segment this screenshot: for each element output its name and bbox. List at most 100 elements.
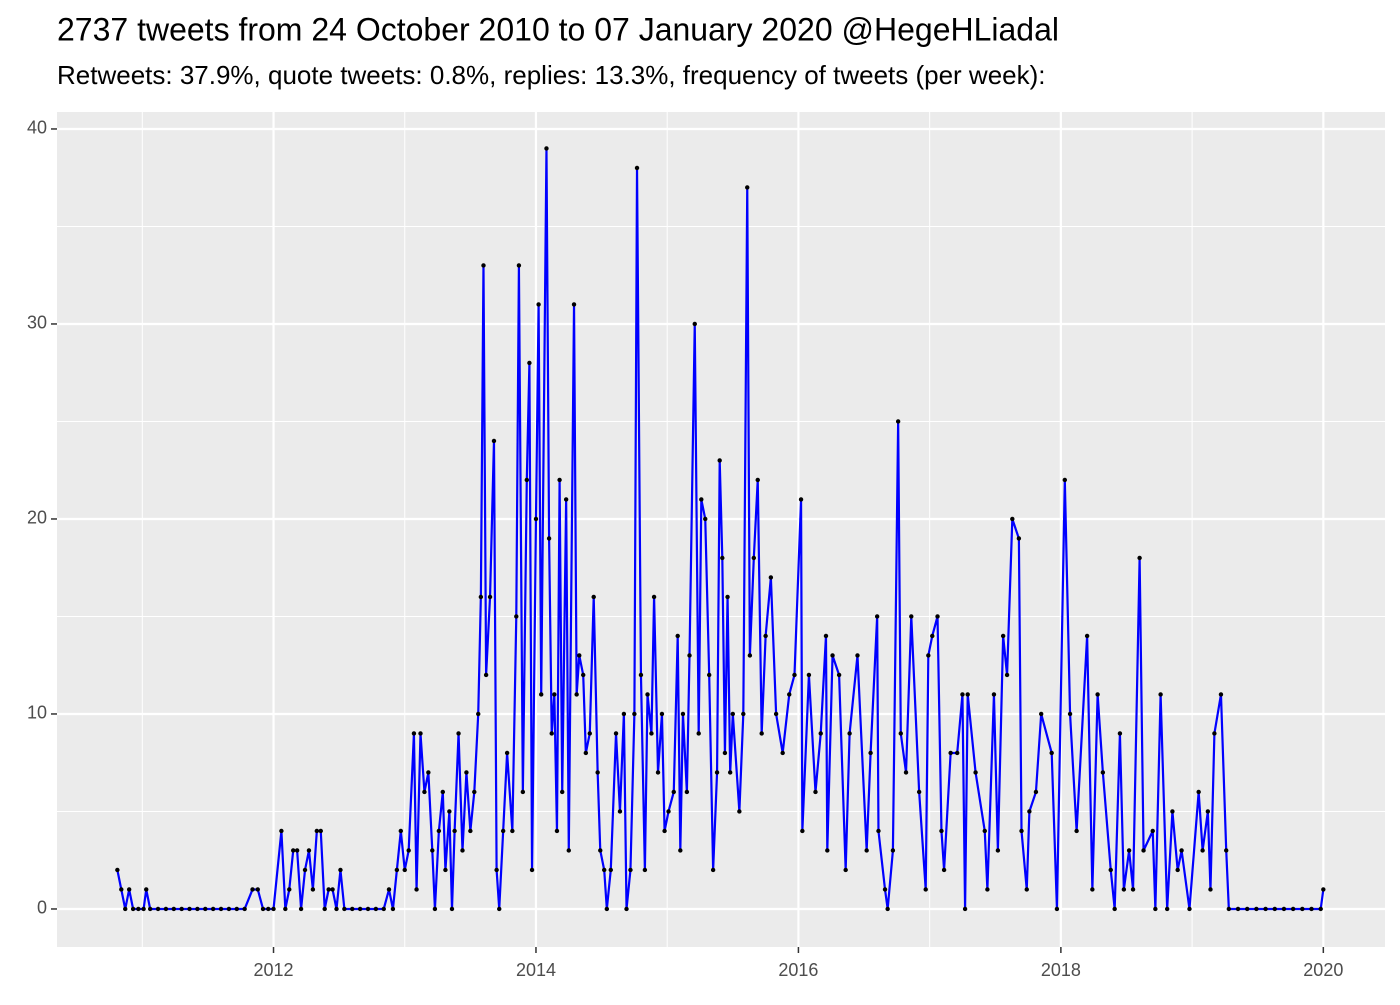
- point: [338, 867, 343, 873]
- point: [1121, 887, 1127, 892]
- point: [671, 789, 676, 795]
- point: [703, 516, 708, 522]
- point: [1016, 536, 1022, 541]
- point: [491, 438, 497, 444]
- point: [1263, 906, 1268, 912]
- point: [271, 906, 276, 912]
- point: [995, 848, 1001, 853]
- point: [847, 731, 852, 736]
- point: [634, 165, 640, 171]
- point: [747, 653, 753, 658]
- point: [266, 906, 271, 912]
- point: [1095, 692, 1100, 697]
- point: [591, 594, 596, 600]
- point: [818, 731, 823, 736]
- point: [472, 789, 477, 795]
- point: [1067, 711, 1073, 717]
- point: [554, 828, 560, 834]
- point: [294, 848, 300, 853]
- point: [1027, 809, 1032, 814]
- point: [955, 750, 960, 756]
- point: [365, 906, 371, 912]
- point: [255, 887, 260, 892]
- point: [1153, 906, 1158, 912]
- point: [1137, 555, 1142, 561]
- point: [483, 672, 489, 678]
- point: [298, 906, 304, 912]
- point: [680, 711, 686, 717]
- point: [1281, 906, 1287, 912]
- point: [242, 906, 247, 912]
- point: [798, 497, 804, 502]
- point: [514, 614, 519, 619]
- point: [1170, 809, 1175, 814]
- point: [692, 321, 697, 327]
- point: [598, 848, 603, 853]
- x-tick-label: 2014: [516, 960, 556, 980]
- point: [494, 867, 499, 873]
- point: [1318, 906, 1323, 912]
- point: [464, 770, 469, 775]
- point: [566, 848, 571, 853]
- point: [549, 731, 554, 736]
- point: [574, 692, 579, 697]
- point: [322, 906, 327, 912]
- point: [452, 828, 457, 834]
- point: [426, 770, 431, 775]
- point: [398, 828, 404, 834]
- point: [1112, 906, 1117, 912]
- point: [722, 750, 728, 756]
- point: [699, 497, 704, 502]
- point: [755, 477, 760, 483]
- point: [991, 692, 997, 697]
- point: [571, 302, 577, 307]
- point: [617, 809, 623, 814]
- point: [334, 906, 339, 912]
- point: [342, 906, 347, 912]
- point: [649, 731, 654, 736]
- point: [1205, 809, 1211, 814]
- point: [595, 770, 600, 775]
- point: [144, 887, 149, 892]
- point: [504, 750, 510, 756]
- point: [751, 555, 757, 561]
- point: [962, 906, 968, 912]
- point: [985, 887, 990, 892]
- point: [510, 828, 515, 834]
- point: [602, 867, 607, 873]
- point: [1200, 848, 1205, 853]
- point: [696, 731, 701, 736]
- y-tick-label: 10: [27, 703, 47, 723]
- point: [1141, 848, 1146, 853]
- point: [608, 867, 613, 873]
- point: [806, 672, 812, 678]
- point: [909, 614, 914, 619]
- point: [745, 185, 750, 190]
- point: [1130, 887, 1136, 892]
- point: [195, 906, 200, 912]
- point: [163, 906, 169, 912]
- point: [552, 692, 557, 697]
- point: [1150, 828, 1155, 834]
- point: [675, 633, 680, 639]
- point: [1254, 906, 1259, 912]
- point: [855, 653, 860, 658]
- point: [1126, 848, 1132, 853]
- point: [481, 263, 486, 268]
- point: [1212, 731, 1217, 736]
- point: [973, 770, 978, 775]
- point: [645, 692, 650, 697]
- point: [468, 828, 473, 834]
- point: [1049, 750, 1054, 756]
- point: [874, 614, 880, 619]
- point: [714, 770, 720, 775]
- point: [350, 906, 355, 912]
- point: [965, 692, 970, 697]
- point: [179, 906, 184, 912]
- point: [926, 653, 931, 658]
- point: [787, 692, 792, 697]
- point: [773, 711, 779, 717]
- point: [1038, 711, 1044, 717]
- point: [1290, 906, 1296, 912]
- chart-title: 2737 tweets from 24 October 2010 to 07 J…: [57, 11, 1059, 47]
